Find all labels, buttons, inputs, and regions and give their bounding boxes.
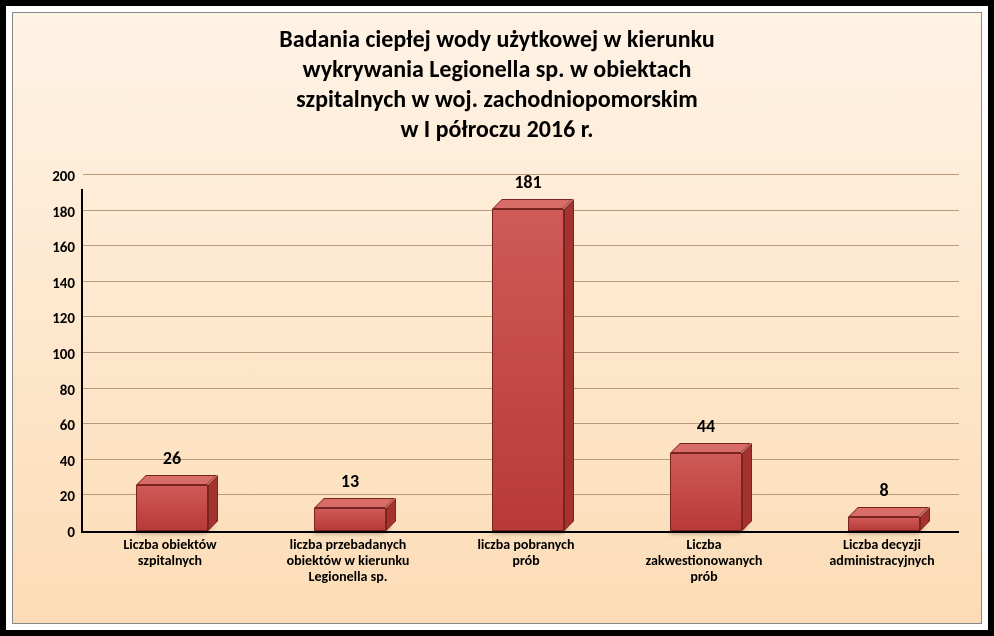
y-tick-label: 20 [35,488,75,506]
data-label: 26 [163,447,181,469]
x-axis-label: Liczba decyzji administracyjnych [793,537,971,569]
y-tick-label: 140 [35,275,75,293]
data-label: 13 [341,470,359,492]
data-label: 181 [514,171,541,193]
bar [136,485,207,531]
plot-area: 26 13 181 44 8 [81,189,959,533]
y-tick-label: 100 [35,346,75,364]
y-tick-label: 60 [35,417,75,435]
data-label: 8 [879,479,888,501]
bar [848,517,919,531]
bar-slot: 13 [261,189,439,531]
x-axis-label: liczba pobranych prób [437,537,615,569]
y-tick-label: 80 [35,382,75,400]
x-axis-label: Liczba obiektów szpitalnych [81,537,259,569]
chart-title: Badania ciepłej wody użytkowej w kierunk… [13,13,981,153]
y-axis: 020406080100120140160180200 [35,189,81,533]
y-tick-label: 120 [35,310,75,328]
x-axis-labels: Liczba obiektów szpitalnychliczba przeba… [81,537,959,615]
bar-slot: 26 [83,189,261,531]
bar [492,209,563,531]
bar [314,508,385,531]
chart-outer-frame: Badania ciepłej wody użytkowej w kierunk… [0,0,994,636]
bar-slot: 181 [439,189,617,531]
x-axis-label: liczba przebadanych obiektów w kierunku … [259,537,437,585]
bar-slot: 44 [617,189,795,531]
chart-background: Badania ciepłej wody użytkowej w kierunk… [12,12,982,624]
bar [670,453,741,531]
bar-slot: 8 [795,189,973,531]
y-tick-label: 200 [35,168,75,186]
data-label: 44 [697,415,715,437]
y-tick-label: 40 [35,453,75,471]
y-tick-label: 0 [35,524,75,542]
x-axis-label: Liczba zakwestionowanych prób [615,537,793,585]
plot-area-wrap: 020406080100120140160180200 2613181448 [35,189,959,533]
y-tick-label: 180 [35,204,75,222]
y-tick-label: 160 [35,239,75,257]
